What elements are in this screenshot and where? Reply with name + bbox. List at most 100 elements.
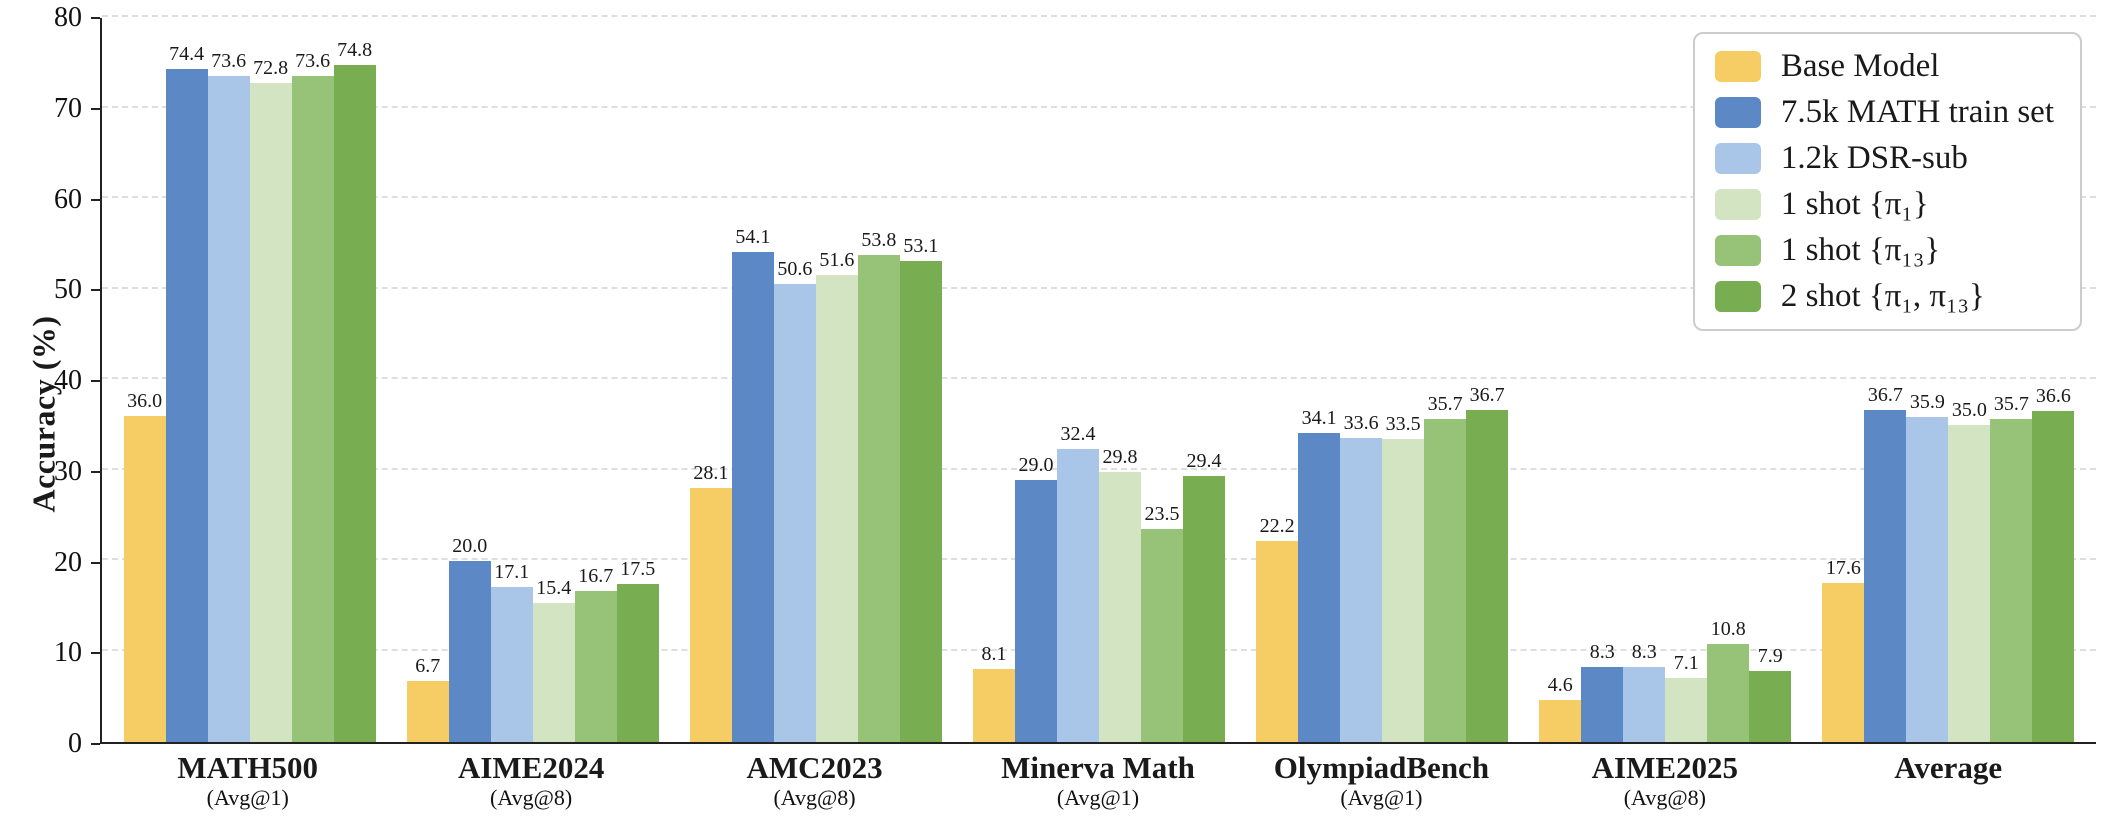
bar-column: 53.8 xyxy=(857,18,900,742)
y-tick-mark xyxy=(91,198,100,201)
y-tick-label: 70 xyxy=(54,92,82,124)
bar-column: 8.1 xyxy=(972,18,1015,742)
gridline xyxy=(102,15,2096,17)
bar-column: 74.8 xyxy=(333,18,376,742)
bar xyxy=(1990,418,2033,742)
y-tick-label: 30 xyxy=(54,455,82,487)
x-tick-sublabel: (Avg@1) xyxy=(1340,784,1423,810)
gridline xyxy=(102,467,2096,470)
bar-value-label: 4.6 xyxy=(1547,674,1573,697)
y-tick-label: 10 xyxy=(54,637,82,669)
bar-value-label: 54.1 xyxy=(735,226,771,249)
bar-column: 17.1 xyxy=(490,18,533,742)
bar-value-label: 53.8 xyxy=(861,229,897,252)
x-tick-label: OlympiadBench xyxy=(1273,750,1490,785)
bar xyxy=(1424,418,1467,742)
bar-value-label: 22.2 xyxy=(1259,515,1295,538)
x-tick-label: MATH500 xyxy=(177,750,319,785)
bar xyxy=(1056,448,1099,742)
x-tick-sublabel: (Avg@8) xyxy=(773,784,856,810)
bar-value-label: 73.6 xyxy=(211,49,247,72)
bar-column: 29.4 xyxy=(1182,18,1225,742)
y-tick-label: 40 xyxy=(54,365,82,396)
bar-value-label: 29.8 xyxy=(1102,446,1138,469)
bar-group-average: 17.6 36.7 35.9 35.0 35.7 36.6 xyxy=(1807,18,2090,742)
bar xyxy=(165,68,208,742)
bar-column: 51.6 xyxy=(815,18,858,742)
bar xyxy=(1623,666,1666,742)
bar xyxy=(689,487,732,742)
bar-column: 29.8 xyxy=(1098,18,1141,742)
x-tick-label: Minerva Math xyxy=(1001,750,1195,785)
bar-groups: 36.0 74.4 73.6 72.8 73.6 74.8 6.7 20.0 17.1 15.4 1… xyxy=(102,18,2096,742)
y-tick-label: 80 xyxy=(54,2,82,33)
bar-value-label: 17.6 xyxy=(1825,556,1861,579)
bar xyxy=(291,75,334,742)
bar xyxy=(857,255,900,742)
legend-item: 1 shot {π₁₃} xyxy=(1714,234,2054,267)
bar-value-label: 73.6 xyxy=(295,49,331,72)
bar-column: 28.1 xyxy=(689,18,732,742)
bar-column: 72.8 xyxy=(249,18,292,742)
bar-value-label: 33.6 xyxy=(1343,411,1379,434)
y-tick-mark xyxy=(91,743,100,745)
bar-column: 22.2 xyxy=(1256,18,1299,742)
bar xyxy=(2032,410,2075,742)
y-tick-label: 50 xyxy=(54,274,82,306)
bar-value-label: 15.4 xyxy=(536,576,572,599)
bar-column: 36.7 xyxy=(1466,18,1509,742)
bar xyxy=(406,681,449,742)
bar-column: 35.0 xyxy=(1948,18,1991,742)
bar-column: 17.6 xyxy=(1822,18,1865,742)
bar xyxy=(1382,438,1425,742)
bar xyxy=(1707,644,1750,742)
x-axis-labels: MATH500 (Avg@1) AIME2024 (Avg@8) AMC2023 (Avg… xyxy=(100,744,2096,828)
bar-column: 74.4 xyxy=(165,18,208,742)
bar xyxy=(490,587,533,742)
legend-swatch xyxy=(1714,235,1761,266)
y-tick-mark xyxy=(91,289,100,292)
y-tick-mark xyxy=(91,652,100,655)
bar xyxy=(1466,409,1509,742)
x-tick-amc2023: AMC2023 (Avg@8) xyxy=(673,744,956,828)
gridline xyxy=(102,196,2096,198)
bar-value-label: 53.1 xyxy=(903,235,939,258)
bar-value-label: 7.9 xyxy=(1757,644,1783,667)
bar-column: 73.6 xyxy=(291,18,334,742)
bar-value-label: 36.7 xyxy=(1469,383,1505,406)
x-tick-minerva-math: Minerva Math (Avg@1) xyxy=(956,744,1239,828)
bar-column: 17.5 xyxy=(616,18,659,742)
bar-value-label: 35.7 xyxy=(1427,392,1463,415)
bar-value-label: 8.1 xyxy=(981,642,1007,665)
legend-item: 2 shot {π₁, π₁₃} xyxy=(1714,280,2054,313)
bar-column: 33.5 xyxy=(1382,18,1425,742)
y-tick-mark xyxy=(91,107,100,110)
x-tick-label: AMC2023 xyxy=(746,750,883,785)
x-tick-aime2024: AIME2024 (Avg@8) xyxy=(389,744,672,828)
bar xyxy=(1822,582,1865,742)
x-tick-label: AIME2025 xyxy=(1591,750,1739,785)
bar-value-label: 8.3 xyxy=(1631,640,1657,663)
bar xyxy=(972,668,1015,742)
x-tick-aime2025: AIME2025 (Avg@8) xyxy=(1523,744,1806,828)
bar-column: 16.7 xyxy=(574,18,617,742)
bar xyxy=(1098,472,1141,742)
bar-value-label: 32.4 xyxy=(1060,422,1096,445)
x-tick-sublabel: (Avg@1) xyxy=(1056,784,1140,810)
bar-value-label: 74.8 xyxy=(337,39,373,62)
bar xyxy=(1581,666,1624,742)
x-tick-math500: MATH500 (Avg@1) xyxy=(106,744,389,828)
bar-column: 33.6 xyxy=(1340,18,1383,742)
y-axis: 0 10 20 30 40 50 60 70 80 xyxy=(0,4,100,758)
bar-value-label: 17.1 xyxy=(494,561,530,584)
y-tick-label: 60 xyxy=(54,183,82,215)
x-tick-sublabel: (Avg@8) xyxy=(490,784,573,810)
y-tick-label: 20 xyxy=(54,546,82,578)
bar-column: 73.6 xyxy=(207,18,250,742)
bar-column: 20.0 xyxy=(448,18,491,742)
y-tick-mark xyxy=(91,380,100,382)
legend-label: 7.5k MATH train set xyxy=(1780,94,2054,130)
bar-value-label: 36.7 xyxy=(1867,383,1903,406)
bar xyxy=(532,602,575,742)
bar-group-minerva-math: 8.1 29.0 32.4 29.8 23.5 29.4 xyxy=(957,18,1240,742)
